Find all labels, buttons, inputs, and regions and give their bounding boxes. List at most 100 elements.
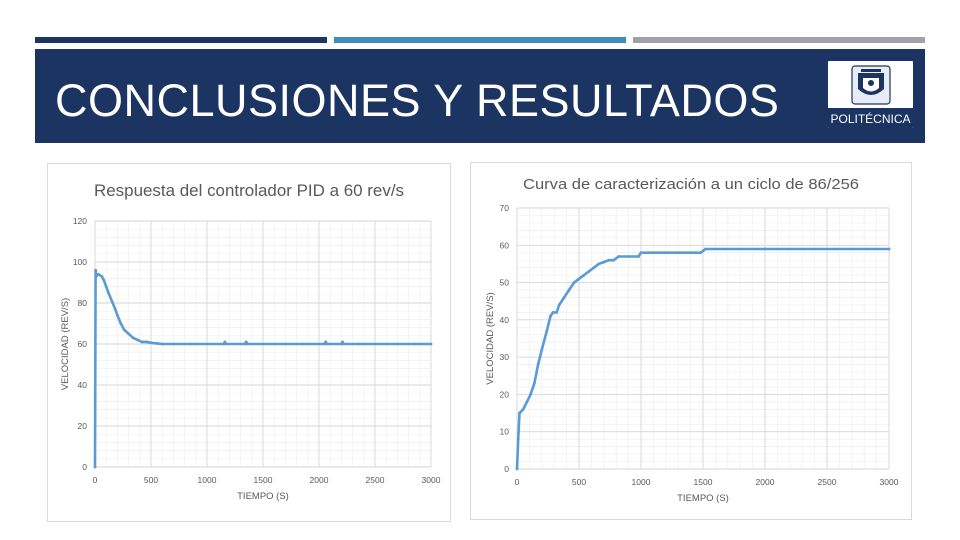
char-data-point — [562, 296, 566, 299]
char-y-tick-label: 60 — [500, 240, 510, 250]
char-y-axis-label: VELOCIDAD (REV/S) — [485, 292, 496, 384]
char-x-tick-label: 3000 — [880, 477, 899, 487]
accent-bar-dark-blue — [35, 37, 327, 43]
slide-title: CONCLUSIONES Y RESULTADOS — [55, 75, 780, 126]
chart-panel-pid: 0 500 1000 1500 2000 2500 3000 0 20 40 60 80 100 120 R… — [47, 163, 451, 522]
char-data-point — [540, 348, 544, 352]
pid-data-point — [245, 342, 249, 346]
pid-data-point — [136, 338, 139, 342]
pid-data-point — [340, 342, 343, 346]
pid-response-chart: 0 500 1000 1500 2000 2500 3000 0 20 40 60 80 100 120 R… — [60, 181, 441, 502]
char-data-point — [582, 273, 586, 277]
pid-data-point — [113, 307, 117, 311]
pid-chart-title: Respuesta del controlador PID a 60 rev/s — [94, 181, 404, 200]
pid-x-tick-label: 2000 — [310, 475, 329, 485]
char-data-point — [555, 311, 559, 314]
pid-data-point — [127, 332, 130, 336]
pid-data-point — [160, 342, 164, 346]
char-x-tick-label: 500 — [572, 477, 586, 487]
pid-data-point — [93, 465, 97, 469]
characterization-curve-chart: 0 500 1000 1500 2000 2500 3000 0 10 20 30 40 50 60 70 C… — [485, 176, 899, 504]
pid-x-tick-label: 3000 — [422, 475, 441, 485]
char-data-point — [567, 288, 571, 292]
char-x-tick-label: 2000 — [756, 477, 775, 487]
pid-x-tick-label: 1500 — [254, 475, 273, 485]
pid-y-tick-label: 100 — [73, 257, 87, 267]
pid-data-point — [244, 340, 248, 344]
pid-y-tick-label: 120 — [73, 216, 87, 226]
pid-y-tick-label: 0 — [82, 462, 87, 472]
pid-data-point — [243, 342, 247, 346]
char-y-tick-label: 10 — [500, 427, 510, 437]
title-banner: CONCLUSIONES Y RESULTADOS POLITÉCNICA — [35, 49, 925, 143]
char-data-point — [536, 363, 540, 366]
pid-x-tick-label: 1000 — [198, 475, 217, 485]
char-x-tick-label: 1500 — [694, 477, 713, 487]
char-data-point — [515, 467, 519, 471]
char-chart-title: Curva de caracterización a un ciclo de 8… — [523, 176, 859, 193]
char-data-point — [763, 247, 767, 251]
pid-data-point — [122, 328, 126, 332]
char-y-tick-label: 20 — [500, 389, 510, 399]
pid-data-point — [94, 268, 97, 272]
char-x-tick-label: 1000 — [632, 477, 651, 487]
char-data-point — [516, 437, 520, 441]
pid-data-point — [104, 285, 108, 288]
char-data-point — [602, 260, 606, 264]
pid-data-point — [323, 342, 326, 346]
char-y-tick-label: 50 — [500, 278, 510, 288]
char-data-point — [549, 314, 552, 318]
char-data-point — [627, 255, 630, 258]
char-data-point — [545, 329, 549, 333]
char-data-point — [572, 281, 576, 284]
pid-x-tick-label: 0 — [93, 475, 98, 485]
accent-bar-gray — [633, 37, 925, 43]
pid-data-point — [102, 279, 106, 282]
char-data-point — [532, 381, 536, 385]
pid-data-point — [341, 340, 344, 344]
char-y-tick-label: 0 — [504, 464, 509, 474]
char-y-tick-label: 70 — [500, 203, 510, 213]
pid-x-tick-label: 2500 — [366, 475, 385, 485]
pid-data-point — [140, 340, 144, 344]
accent-bar-light-blue — [334, 37, 626, 43]
char-data-point — [701, 249, 705, 253]
pid-x-axis-label: TIEMPO (S) — [237, 491, 289, 502]
pid-y-tick-label: 20 — [78, 421, 88, 431]
char-data-point — [699, 251, 702, 255]
char-data-point — [607, 258, 611, 262]
pid-data-point — [110, 299, 114, 303]
char-data-point — [521, 407, 525, 411]
chart-panel-characterization: 0 500 1000 1500 2000 2500 3000 0 10 20 30 40 50 60 70 C… — [470, 162, 912, 520]
logo-text: POLITÉCNICA — [830, 111, 910, 126]
pid-data-point — [155, 341, 158, 345]
pid-data-point — [342, 342, 346, 346]
pid-data-point — [94, 274, 98, 278]
pid-data-point — [325, 342, 329, 346]
politecnica-logo: POLITÉCNICA — [828, 61, 913, 128]
pid-data-point — [100, 274, 104, 278]
pid-data-point — [107, 291, 110, 295]
char-data-point — [612, 258, 616, 262]
char-data-point — [639, 251, 643, 255]
char-y-tick-label: 40 — [500, 315, 510, 325]
char-data-point — [529, 393, 533, 396]
pid-data-point — [224, 342, 228, 346]
char-data-point — [577, 277, 581, 281]
char-data-point — [597, 262, 601, 266]
pid-y-axis-label: VELOCIDAD (REV/S) — [60, 298, 71, 390]
char-y-tick-label: 30 — [500, 352, 510, 362]
char-data-point — [704, 247, 707, 251]
pid-data-point — [429, 342, 433, 346]
char-x-axis-label: TIEMPO (S) — [677, 493, 729, 504]
pid-data-point — [324, 340, 328, 344]
char-x-tick-label: 2500 — [818, 477, 837, 487]
pid-x-tick-label: 500 — [144, 475, 158, 485]
pid-data-point — [223, 340, 227, 344]
pid-data-point — [96, 272, 100, 276]
pid-data-point — [116, 313, 119, 317]
char-data-point — [637, 255, 640, 258]
char-data-point — [617, 255, 621, 258]
char-data-point — [664, 251, 668, 255]
char-data-point — [592, 266, 596, 270]
